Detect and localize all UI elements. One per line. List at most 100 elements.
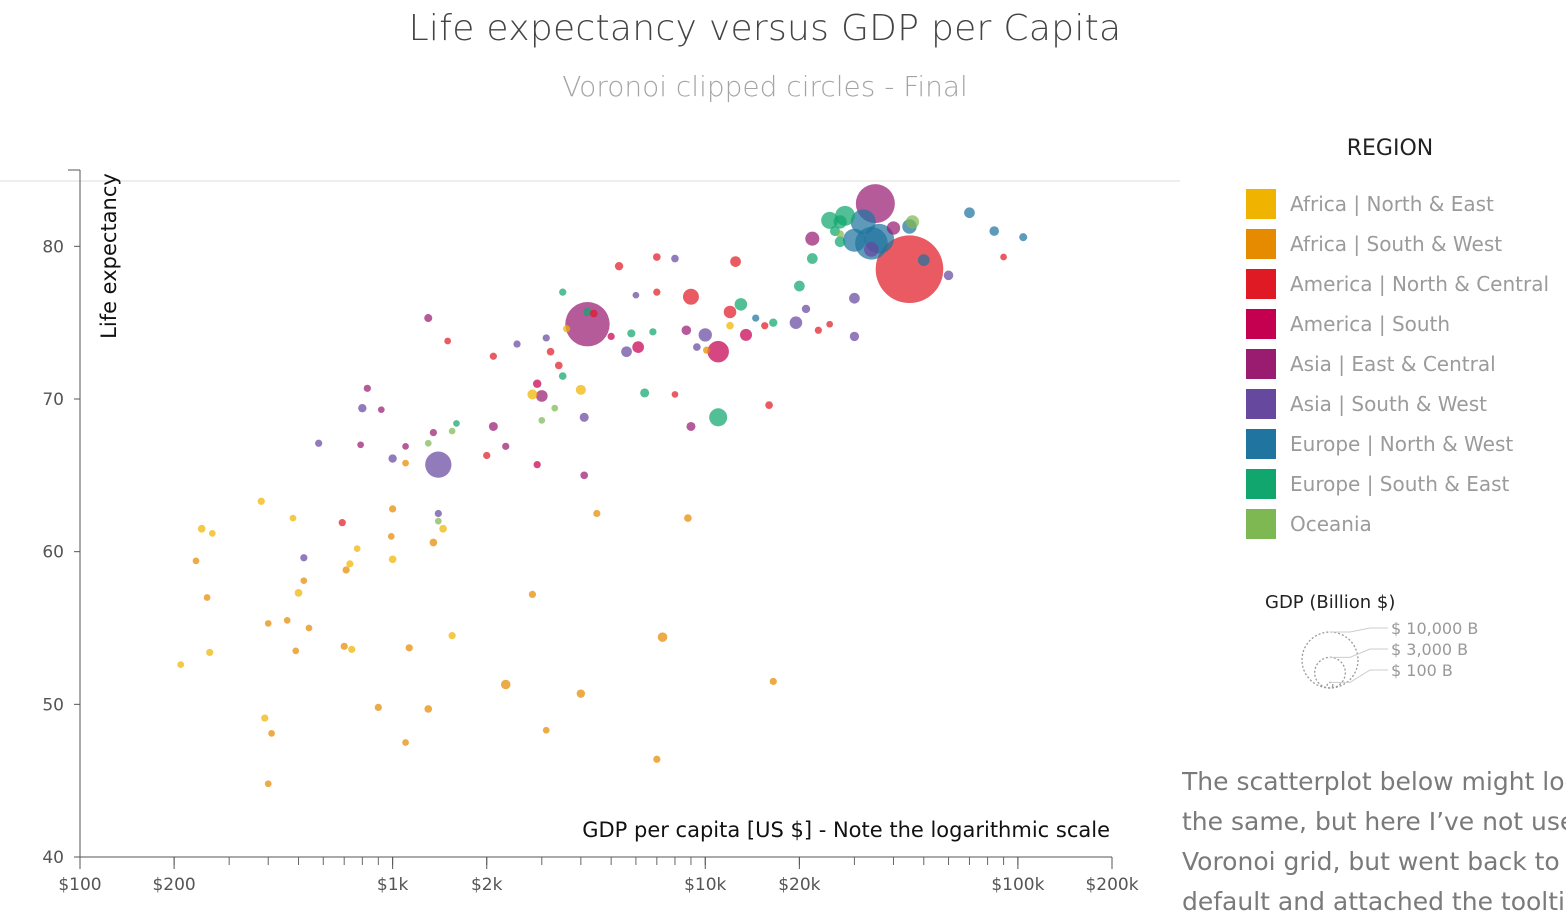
data-point [821,211,839,229]
size-legend: $ 10,000 B $ 3,000 B $ 100 B [1301,619,1478,689]
data-point [532,379,542,388]
legend-title: REGION [1346,136,1434,161]
legend-label: Asia | East & Central [1290,352,1496,376]
data-point [425,451,452,478]
legend-label: Africa | South & West [1290,232,1503,256]
legend-swatch [1246,189,1276,219]
y-tick-label: 60 [42,543,64,563]
data-point [905,215,920,229]
data-point [538,417,546,424]
data-point [621,346,632,358]
data-point [794,280,805,292]
legend-label: Oceania [1290,512,1372,536]
data-point [627,329,636,338]
data-point [583,307,592,317]
data-point [805,231,820,246]
data-point [580,471,589,480]
data-point [453,420,460,427]
data-point [607,332,615,341]
scatter-chart: 40 50 60 70 80 $100 $200 $1k $2k $10k $20k $100k $20… [0,169,1180,895]
data-point [348,645,356,653]
points-layer [177,184,1028,788]
data-point [559,288,567,296]
data-point [814,326,822,334]
data-point [448,427,456,435]
data-point [402,442,409,450]
size-legend-leader [1330,669,1388,683]
data-point [357,441,364,449]
y-tick-label: 50 [42,695,64,715]
data-point [424,314,433,323]
data-point [693,343,701,351]
data-point [1000,253,1007,261]
legend-swatch [1246,349,1276,379]
data-point [315,439,323,447]
data-point [542,726,550,734]
data-point [424,439,432,447]
data-point [575,384,586,395]
legend-item: Oceania [1246,509,1549,549]
legend-label: Europe | South & East [1290,472,1510,496]
data-point [849,292,860,304]
data-point [424,705,433,713]
data-point [826,320,834,328]
data-point [589,309,598,318]
data-point [657,632,668,642]
data-point [1019,233,1028,242]
data-point [681,325,692,336]
data-point [917,254,930,266]
data-point [554,361,563,370]
data-point [850,209,876,235]
data-point [964,207,975,219]
data-point [268,729,275,737]
data-point [402,739,409,746]
legend-item: America | South [1246,309,1549,349]
data-point [576,689,586,698]
data-point [346,560,354,568]
description-text: The scatterplot below might look the sam… [1182,762,1566,922]
size-legend-leader [1330,648,1388,658]
data-point [448,632,456,640]
legend-item: America | North & Central [1246,269,1549,309]
data-point [206,648,214,657]
data-point [264,620,272,627]
data-point [943,270,954,281]
legend-label: Asia | South & West [1290,392,1487,416]
data-point [842,228,866,252]
data-point [593,509,601,518]
legend-swatch [1246,269,1276,299]
data-point [300,577,308,585]
data-point [833,215,847,229]
description-line: default and attached the tooltip [1182,887,1566,916]
data-point [289,514,297,522]
legend-item: Europe | South & East [1246,469,1549,509]
data-point [734,298,748,311]
data-point [434,509,442,518]
legend-label: Europe | North & West [1290,432,1514,456]
legend-item: Asia | East & Central [1246,349,1549,389]
size-legend-leader [1330,627,1388,633]
data-point [849,331,860,342]
data-point [653,253,661,261]
legend-swatch [1246,429,1276,459]
data-point [769,677,777,686]
data-point [388,454,397,463]
data-point [294,589,303,597]
data-point [546,347,555,356]
data-point [535,390,548,402]
data-point [264,780,272,788]
data-point [203,594,211,601]
data-point [769,318,778,327]
data-point [527,389,538,400]
y-tick-label: 70 [42,390,64,410]
data-point [439,524,447,533]
data-point [730,256,741,267]
description-line: the same, but here I’ve not used [1182,807,1566,836]
data-point [836,230,844,238]
data-point [358,403,367,413]
description-line: Voronoi grid, but went back to the [1182,847,1566,876]
legend-item: Europe | North & West [1246,429,1549,469]
x-tick-label: $100k [991,875,1044,895]
size-legend-circle [1301,631,1359,689]
size-legend-label: $ 10,000 B [1391,619,1478,638]
